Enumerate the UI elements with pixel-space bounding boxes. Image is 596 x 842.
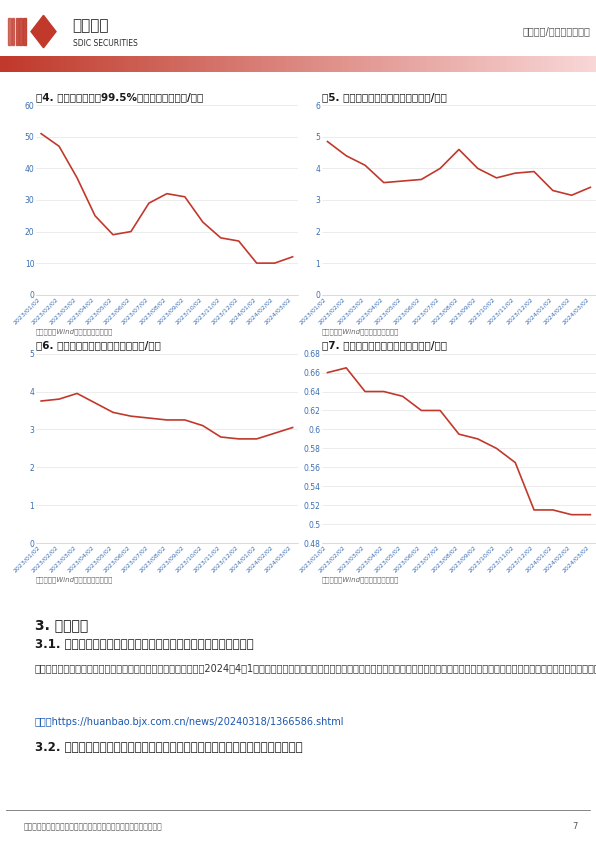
Text: 链接：https://huanbao.bjx.com.cn/news/20240318/1366586.shtml: 链接：https://huanbao.bjx.com.cn/news/20240… xyxy=(35,717,344,727)
Text: 本报告版权属于国投证券股份有限公司，各项声明请参见报告页尾。: 本报告版权属于国投证券股份有限公司，各项声明请参见报告页尾。 xyxy=(24,823,163,831)
Polygon shape xyxy=(19,18,22,45)
Text: 3.1. 国家发改委发布《全额保障性收购可再生能源电量监管办法》: 3.1. 国家发改委发布《全额保障性收购可再生能源电量监管办法》 xyxy=(35,638,253,651)
Text: 资料来源：Wind，国投证券研究中心: 资料来源：Wind，国投证券研究中心 xyxy=(322,328,399,335)
Text: 7: 7 xyxy=(573,823,578,831)
Text: 图6. 前驱体：硫酸镍价格走势（万元/吨）: 图6. 前驱体：硫酸镍价格走势（万元/吨） xyxy=(36,341,161,350)
Text: 3.2. 生态环境部印发《关于加快建立现代化生态环境监测体系的实施意见》的通知: 3.2. 生态环境部印发《关于加快建立现代化生态环境监测体系的实施意见》的通知 xyxy=(35,741,302,754)
Polygon shape xyxy=(23,18,26,45)
Text: SDIC SECURITIES: SDIC SECURITIES xyxy=(73,39,138,48)
Polygon shape xyxy=(15,18,18,45)
Text: 图5. 前驱体：硫酸钴价格走势（万元/吨）: 图5. 前驱体：硫酸钴价格走势（万元/吨） xyxy=(322,93,447,102)
Text: 图4. 电池级碳酸锂（99.5%）价格走势（万元/吨）: 图4. 电池级碳酸锂（99.5%）价格走势（万元/吨） xyxy=(36,93,203,102)
Text: 国家发改委发布《全额保障性收购可再生能源电量监管办法》。自2024年4月1日起施行，文件明确，可再生能源发电项目的上网也量包括保障性收购电量和市场交易电量，保障: 国家发改委发布《全额保障性收购可再生能源电量监管办法》。自2024年4月1日起施… xyxy=(35,663,596,673)
Polygon shape xyxy=(31,15,56,48)
Polygon shape xyxy=(12,18,14,45)
Text: 图7. 前驱体：硫酸锰价格走势（万元/吨）: 图7. 前驱体：硫酸锰价格走势（万元/吨） xyxy=(322,341,447,350)
Polygon shape xyxy=(8,18,11,45)
Text: 行业周报/环保及公用事业: 行业周报/环保及公用事业 xyxy=(522,27,590,36)
Text: 3. 行业要闻: 3. 行业要闻 xyxy=(35,619,88,632)
Text: 资料来源：Wind，国投证券研究中心: 资料来源：Wind，国投证券研究中心 xyxy=(36,577,113,584)
Text: 资料来源：Wind，国投证券研究中心: 资料来源：Wind，国投证券研究中心 xyxy=(36,328,113,335)
Text: 国投证券: 国投证券 xyxy=(73,19,109,34)
Text: 资料来源：Wind，国投证券研究中心: 资料来源：Wind，国投证券研究中心 xyxy=(322,577,399,584)
